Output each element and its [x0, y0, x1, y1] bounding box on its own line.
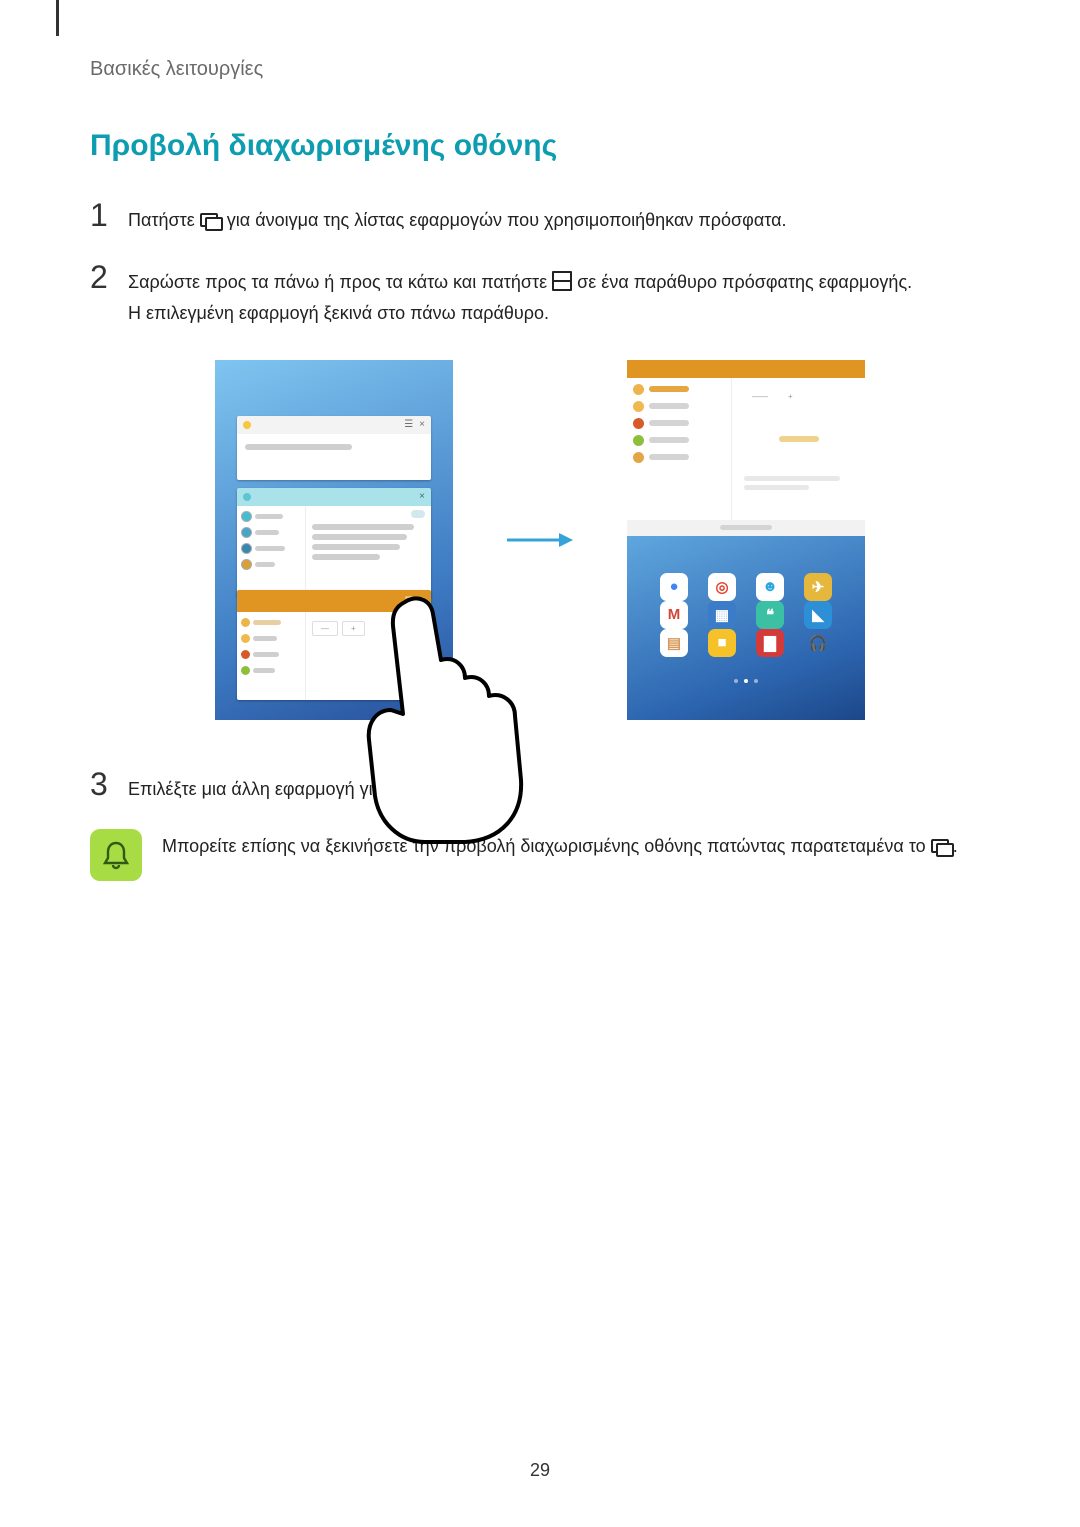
list-item — [633, 452, 725, 463]
app-icon: ▦ — [708, 601, 736, 629]
pager-dots — [734, 679, 758, 683]
tip-bell-icon — [90, 829, 142, 881]
step-text: Σαρώστε προς τα πάνω ή προς τα κάτω και … — [128, 261, 912, 330]
text: Πατήστε — [128, 210, 200, 230]
split-bottom-pane: ● ◎ ☻ ✈ M ▦ ❝ ◣ ▤ ■ ▇ 🎧 — [627, 536, 865, 720]
list-item — [633, 418, 725, 429]
app-icon: ■ — [708, 629, 736, 657]
recent-card-browser: ☰× — [237, 416, 431, 480]
text: Σαρώστε προς τα πάνω ή προς τα κάτω και … — [128, 272, 552, 292]
text: σε ένα παράθυρο πρόσφατης εφαρμογής. — [577, 272, 912, 292]
app-icon: ● — [660, 573, 688, 601]
right-tablet: ——+ ● ◎ ☻ ✈ M ▦ ❝ ◣ ▤ ■ ▇ 🎧 — [627, 360, 865, 720]
app-icon: ◎ — [708, 573, 736, 601]
app-icon: ◣ — [804, 601, 832, 629]
app-row: M ▦ ❝ ◣ — [660, 601, 832, 629]
text: Μπορείτε επίσης να ξεκινήσετε την προβολ… — [162, 836, 931, 856]
step-1: 1 Πατήστε για άνοιγμα της λίστας εφαρμογ… — [90, 199, 990, 237]
recent-card-selected: ⊟× —+ — [237, 590, 431, 700]
list-item — [633, 384, 725, 395]
left-tablet: ☰× × — [215, 360, 453, 720]
figure: ☰× × — [90, 360, 990, 720]
split-view-icon — [552, 271, 572, 291]
close-icon: × — [419, 595, 425, 606]
text: για άνοιγμα της λίστας εφαρμογών που χρη… — [227, 210, 787, 230]
step-3: 3 Επιλέξτε μια άλλη εφαρμογή για εκκίνησ… — [90, 768, 990, 806]
app-icon: 🎧 — [804, 629, 832, 657]
recent-apps-icon — [200, 213, 222, 229]
list-item — [633, 435, 725, 446]
split-btn-icon: ☰ — [404, 419, 413, 430]
page-number: 29 — [530, 1460, 550, 1481]
step-number: 3 — [90, 768, 128, 800]
app-icon: M — [660, 601, 688, 629]
header-marker — [56, 0, 59, 36]
step-2: 2 Σαρώστε προς τα πάνω ή προς τα κάτω κα… — [90, 261, 990, 330]
app-icon: ✈ — [804, 573, 832, 601]
app-row: ● ◎ ☻ ✈ — [660, 573, 832, 601]
app-icon: ▇ — [756, 629, 784, 657]
section-title: Προβολή διαχωρισμένης οθόνης — [90, 129, 990, 163]
arrow-right-icon — [505, 530, 575, 550]
text: Η επιλεγμένη εφαρμογή ξεκινά στο πάνω πα… — [128, 303, 549, 323]
recent-apps-icon — [931, 839, 953, 855]
breadcrumb: Βασικές λειτουργίες — [90, 58, 990, 81]
step-text: Πατήστε για άνοιγμα της λίστας εφαρμογών… — [128, 199, 786, 237]
close-icon: × — [419, 419, 425, 430]
tip-text: Μπορείτε επίσης να ξεκινήσετε την προβολ… — [162, 829, 958, 863]
list-item — [633, 401, 725, 412]
tip-note: Μπορείτε επίσης να ξεκινήσετε την προβολ… — [90, 829, 990, 881]
app-icon: ❝ — [756, 601, 784, 629]
step-text: Επιλέξτε μια άλλη εφαρμογή για εκκίνηση. — [128, 768, 463, 806]
app-row: ▤ ■ ▇ 🎧 — [660, 629, 832, 657]
app-icon: ☻ — [756, 573, 784, 601]
step-number: 1 — [90, 199, 128, 231]
split-btn-icon: ⊟ — [405, 595, 413, 606]
recent-card-app: × — [237, 488, 431, 598]
step-number: 2 — [90, 261, 128, 293]
close-icon: × — [419, 491, 425, 502]
split-top-pane: ——+ — [627, 360, 865, 536]
app-icon: ▤ — [660, 629, 688, 657]
